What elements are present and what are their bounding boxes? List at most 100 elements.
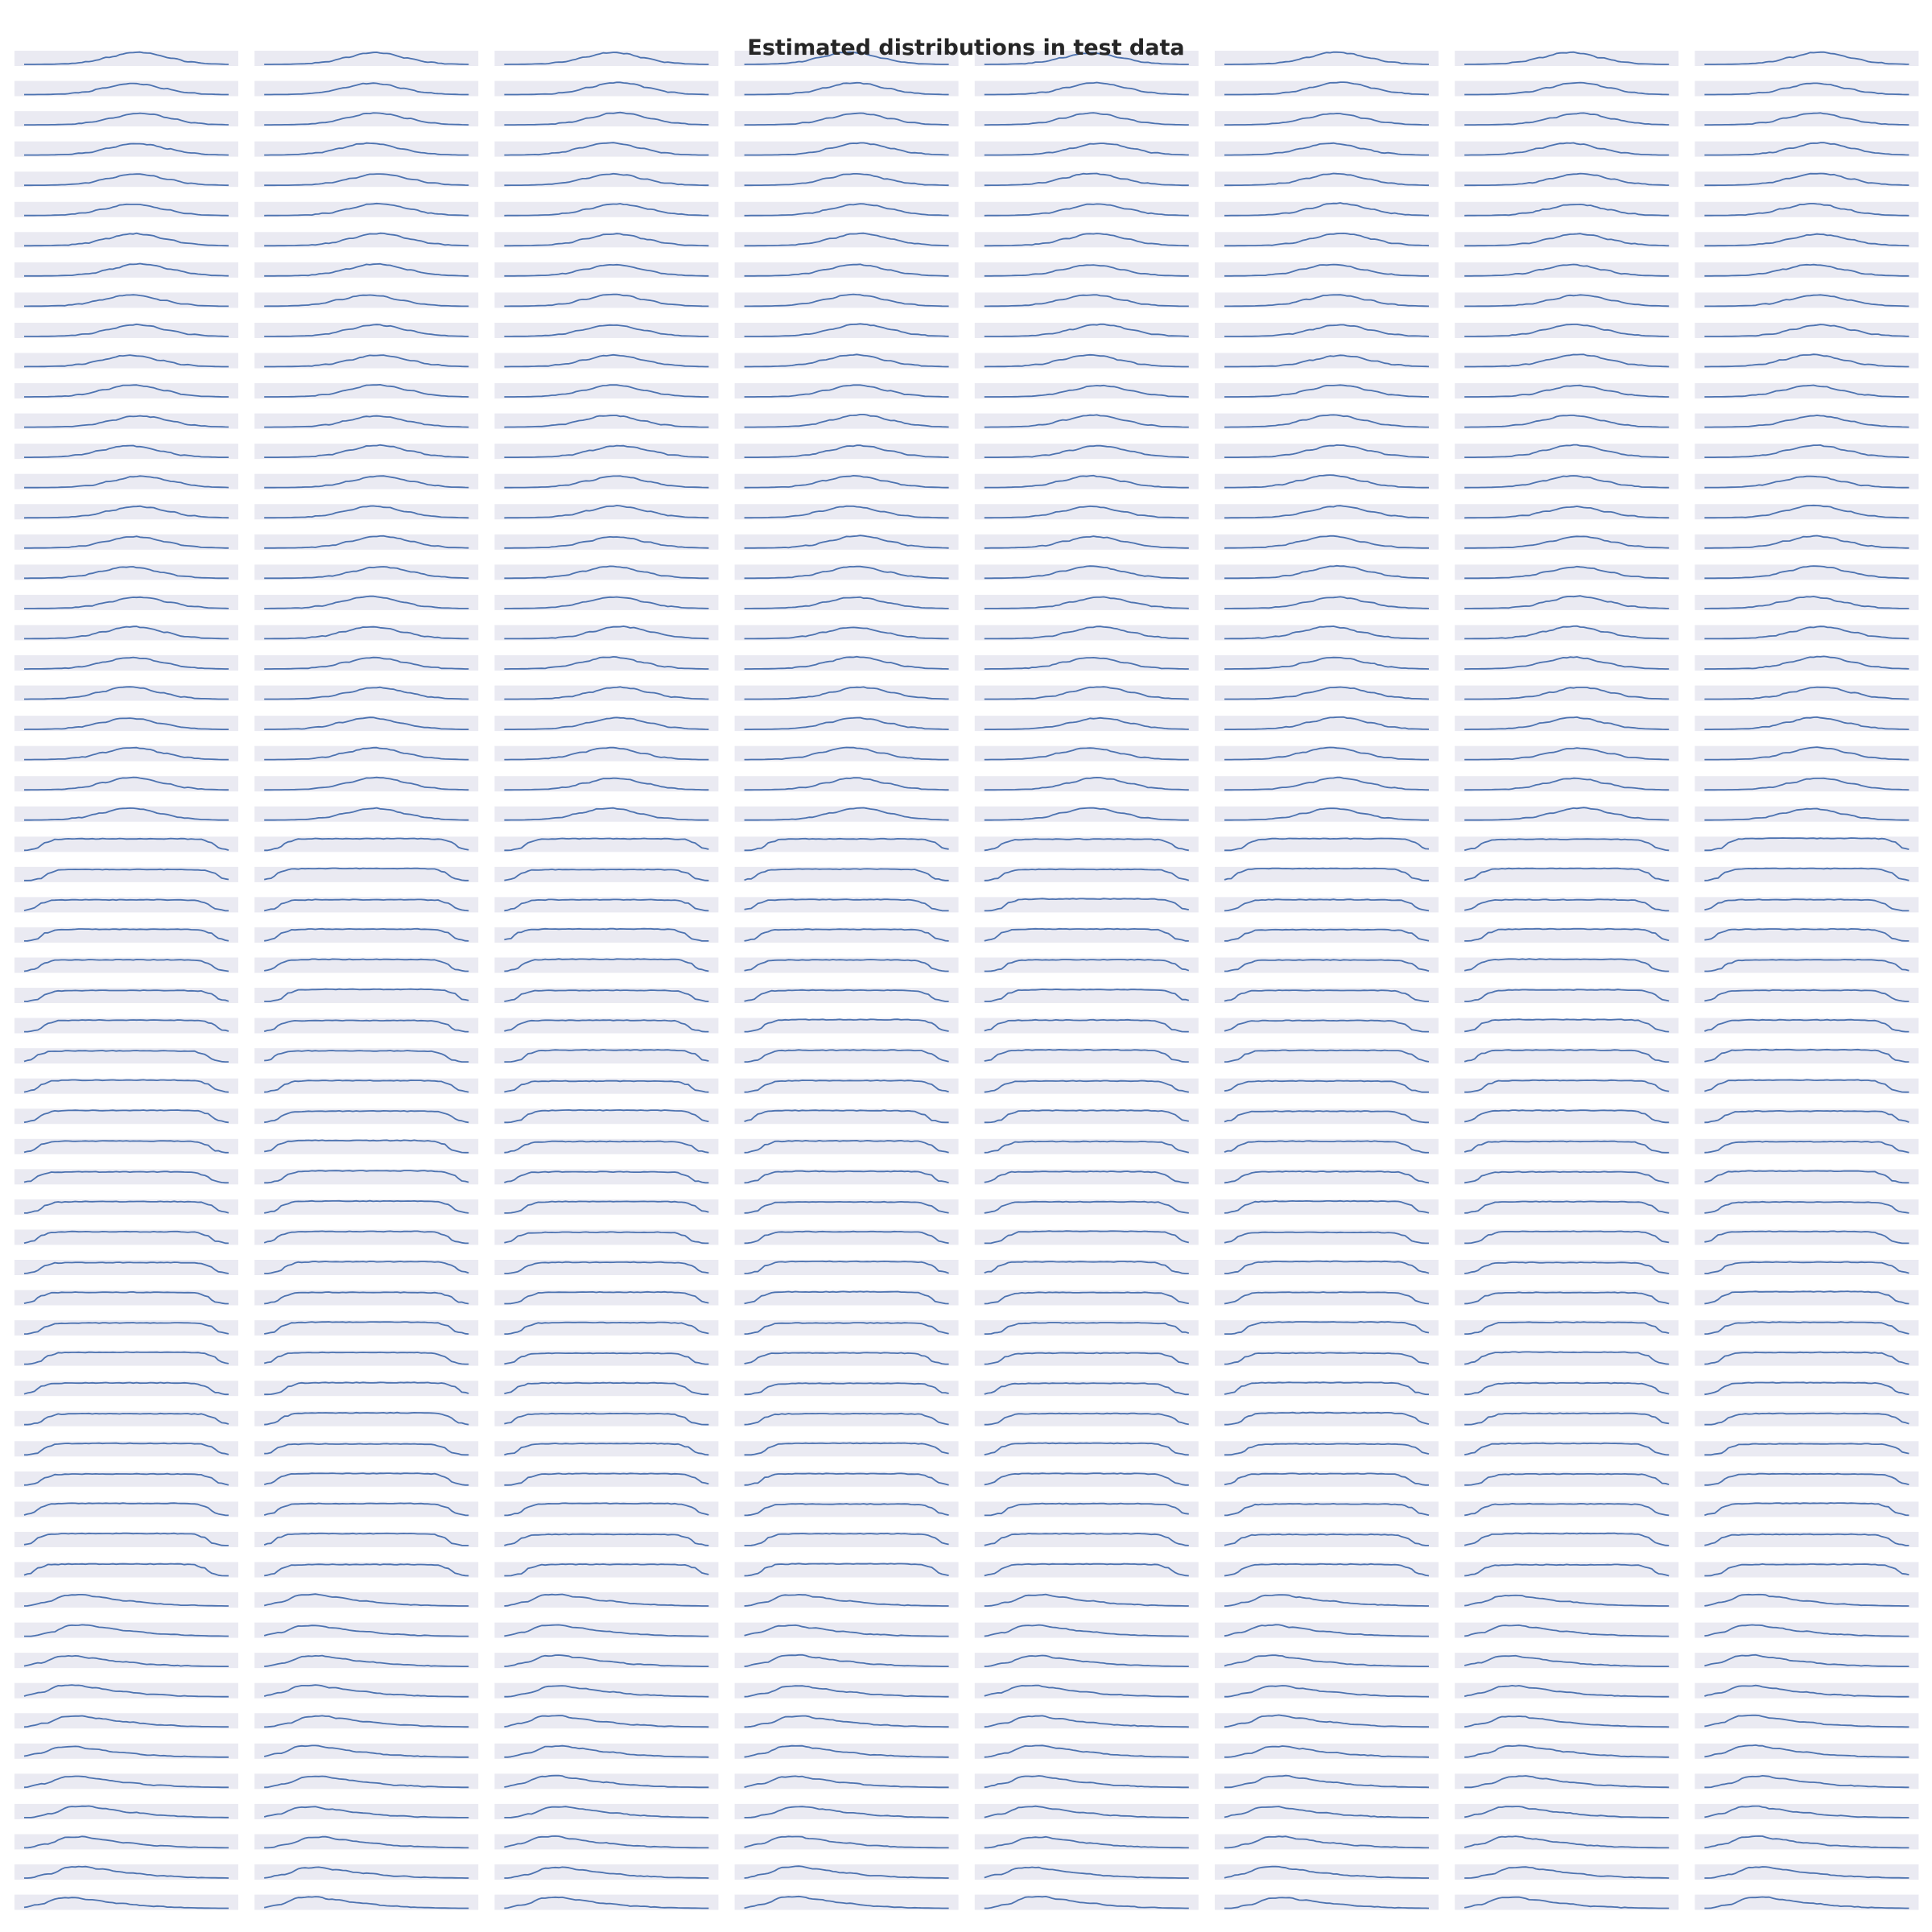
density-curve-skewed xyxy=(23,1684,229,1698)
density-curve-normal xyxy=(504,777,709,791)
density-curve-skewed xyxy=(1704,1624,1909,1637)
density-curve-normal xyxy=(1224,716,1430,730)
density-curve-normal xyxy=(264,505,469,519)
panel-43-3 xyxy=(494,1320,719,1336)
panel-16-6 xyxy=(1215,504,1439,520)
density-curve-normal xyxy=(504,716,709,730)
density-curve-normal xyxy=(264,354,469,368)
panel-41-2 xyxy=(254,1260,479,1275)
density-curve-normal xyxy=(744,353,949,368)
panel-6-6 xyxy=(1215,201,1439,217)
density-curve-normal xyxy=(1224,324,1430,337)
panel-41-3 xyxy=(494,1260,719,1275)
panel-41-5 xyxy=(974,1260,1199,1275)
density-curve-normal xyxy=(1704,233,1909,247)
density-curve-uniform xyxy=(984,1322,1190,1335)
panel-40-3 xyxy=(494,1229,719,1245)
panel-31-1 xyxy=(14,957,238,973)
density-curve-uniform xyxy=(264,1411,469,1426)
panel-2-5 xyxy=(974,80,1199,97)
density-curve-uniform xyxy=(1464,1442,1670,1456)
density-curve-uniform xyxy=(23,1563,229,1577)
panel-52-4 xyxy=(734,1592,959,1608)
panel-50-6 xyxy=(1215,1531,1439,1547)
panel-46-2 xyxy=(254,1410,479,1426)
density-curve-normal xyxy=(24,262,229,277)
panel-48-4 xyxy=(734,1471,959,1487)
panel-34-7 xyxy=(1455,1048,1679,1064)
panel-25-3 xyxy=(494,776,719,792)
panel-51-1 xyxy=(14,1562,238,1578)
panel-59-8 xyxy=(1695,1803,1919,1819)
density-curve-normal xyxy=(24,686,229,700)
chart-title: Estimated distributions in test data xyxy=(747,35,1185,60)
density-curve-uniform xyxy=(744,1080,949,1093)
density-curve-normal xyxy=(984,716,1189,730)
density-curve-uniform xyxy=(744,1260,949,1274)
density-curve-uniform xyxy=(23,1502,229,1517)
density-curve-normal xyxy=(1464,625,1670,640)
panel-62-7 xyxy=(1455,1894,1679,1910)
density-curve-skewed xyxy=(263,1744,469,1758)
density-curve-normal xyxy=(264,475,469,489)
panel-23-6 xyxy=(1215,716,1439,732)
panel-44-4 xyxy=(734,1350,959,1366)
density-curve-uniform xyxy=(264,1443,469,1456)
density-curve-uniform xyxy=(23,1140,229,1154)
density-curve-normal xyxy=(264,444,469,458)
density-curve-skewed xyxy=(984,1684,1189,1698)
panel-58-1 xyxy=(14,1773,238,1790)
panel-39-8 xyxy=(1695,1199,1919,1215)
density-curve-skewed xyxy=(1463,1654,1670,1667)
density-curve-skewed xyxy=(744,1835,949,1849)
density-curve-uniform xyxy=(744,868,949,881)
panel-55-8 xyxy=(1695,1682,1919,1699)
panel-37-7 xyxy=(1455,1138,1679,1154)
density-curve-normal xyxy=(1464,353,1670,368)
density-curve-normal xyxy=(1224,776,1430,791)
panel-23-4 xyxy=(734,716,959,732)
density-curve-uniform xyxy=(744,928,949,942)
panel-6-2 xyxy=(254,201,479,217)
density-curve-normal xyxy=(984,625,1189,640)
density-curve-uniform xyxy=(1224,1503,1430,1517)
density-curve-normal xyxy=(24,535,229,549)
density-curve-skewed xyxy=(264,1715,469,1728)
panel-23-3 xyxy=(494,716,719,732)
panel-10-4 xyxy=(734,322,959,338)
density-curve-skewed xyxy=(1224,1594,1429,1607)
density-curve-uniform xyxy=(264,988,469,1002)
panel-28-6 xyxy=(1215,866,1439,882)
panel-49-8 xyxy=(1695,1501,1919,1517)
density-curve-uniform xyxy=(1224,1049,1430,1063)
panel-36-3 xyxy=(494,1108,719,1125)
density-curve-normal xyxy=(1464,233,1670,247)
density-curve-normal xyxy=(504,565,709,580)
panel-43-2 xyxy=(254,1320,479,1336)
density-curve-uniform xyxy=(984,1502,1189,1517)
density-curve-skewed xyxy=(1224,1685,1430,1698)
density-curve-uniform xyxy=(1704,1502,1909,1517)
panel-2-6 xyxy=(1215,80,1439,97)
density-curve-uniform xyxy=(984,989,1190,1002)
panel-52-3 xyxy=(494,1592,719,1608)
density-curve-uniform xyxy=(744,1018,949,1033)
density-curve-normal xyxy=(744,777,949,791)
density-curve-uniform xyxy=(264,927,469,942)
panel-49-4 xyxy=(734,1501,959,1517)
density-curve-uniform xyxy=(744,989,949,1002)
density-curve-uniform xyxy=(984,1352,1189,1365)
panel-25-5 xyxy=(974,776,1199,792)
panel-18-4 xyxy=(734,564,959,580)
density-curve-skewed xyxy=(263,1684,469,1698)
density-curve-uniform xyxy=(264,1110,469,1124)
density-curve-normal xyxy=(504,52,709,65)
density-curve-normal xyxy=(504,293,709,308)
density-curve-uniform xyxy=(264,837,469,852)
density-curve-uniform xyxy=(1224,1411,1430,1426)
density-curve-uniform xyxy=(263,1502,469,1517)
density-curve-normal xyxy=(264,82,469,96)
density-curve-uniform xyxy=(1704,1079,1909,1093)
panel-34-2 xyxy=(254,1048,479,1064)
